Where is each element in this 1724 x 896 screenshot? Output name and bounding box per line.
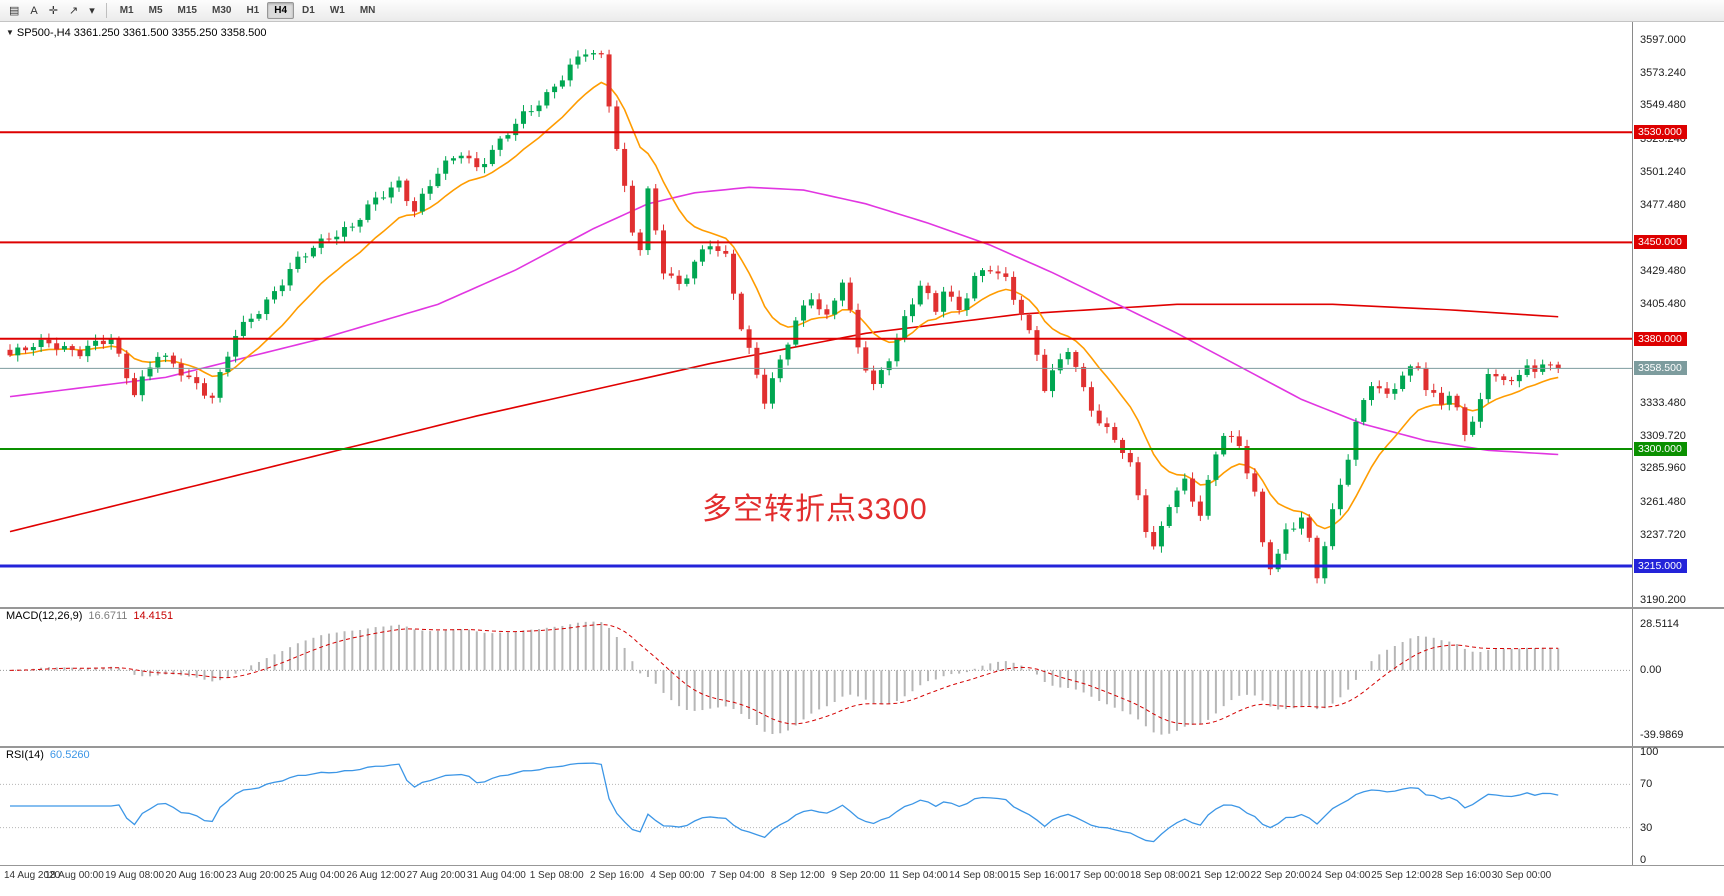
rsi-axis-label: 70 (1640, 778, 1653, 791)
time-axis-label: 4 Sep 00:00 (650, 870, 705, 881)
time-axis-label: 7 Sep 04:00 (710, 870, 765, 881)
ma-slow-line (9, 303, 1559, 533)
top-toolbar: ▤ A ✛ ↗ ▾ M1 M5 M15 M30 H1 H4 D1 W1 MN (0, 0, 1724, 22)
chart-text-annotation[interactable]: 多空转折点3300 (702, 493, 928, 526)
time-axis-label: 18 Sep 08:00 (1129, 870, 1190, 881)
toolbar-handle-icon[interactable]: ▤ (4, 1, 24, 21)
time-axis-label: 14 Aug 2020 (4, 870, 61, 881)
price-badge-3380.000: 3380.000 (1634, 331, 1687, 346)
rsi-axis-label: 30 (1640, 821, 1653, 834)
macd-histogram (16, 621, 1560, 735)
macd-panel-splitter[interactable] (0, 607, 1724, 609)
price-axis-label: 3429.480 (1640, 264, 1686, 277)
time-axis-label: 1 Sep 08:00 (529, 870, 584, 881)
time-axis-label: 11 Sep 04:00 (889, 870, 948, 881)
time-axis-label: 24 Sep 04:00 (1310, 870, 1371, 881)
time-axis-label: 26 Aug 12:00 (346, 870, 406, 881)
price-axis-label: 3190.200 (1640, 594, 1686, 607)
current-price-badge: 3358.500 (1634, 361, 1687, 376)
time-axis-label: 14 Sep 08:00 (949, 870, 1009, 881)
timeframe-button-m30[interactable]: M30 (205, 2, 238, 19)
time-axis-label: 27 Aug 20:00 (406, 870, 466, 881)
macd-axis-label: 28.5114 (1640, 617, 1679, 630)
draw-tools-icon[interactable]: ↗ (64, 1, 83, 21)
time-axis-label: 20 Aug 16:00 (165, 870, 225, 881)
timeframe-button-h4[interactable]: H4 (267, 2, 295, 19)
time-axis-label: 9 Sep 20:00 (831, 870, 886, 881)
macd-indicator-label: MACD(12,26,9) 16.6711 14.4151 (6, 610, 179, 622)
timeframe-button-h1[interactable]: H1 (239, 2, 266, 19)
rsi-axis-label: 100 (1640, 746, 1659, 758)
price-badge-3215.000: 3215.000 (1634, 559, 1687, 574)
chart-title-text: SP500-,H4 3361.250 3361.500 3355.250 335… (16, 27, 267, 39)
price-axis-border (1632, 22, 1633, 865)
rsi-panel-splitter[interactable] (0, 746, 1724, 748)
price-axis-label: 3405.480 (1640, 297, 1686, 310)
time-axis-label: 2 Sep 16:00 (590, 870, 644, 881)
time-axis-label: 25 Sep 12:00 (1371, 870, 1431, 881)
price-badge-3530.000: 3530.000 (1634, 125, 1687, 140)
ma-mid-line (9, 186, 1559, 456)
price-axis-label: 3237.720 (1640, 528, 1686, 541)
price-axis-label: 3477.480 (1640, 198, 1686, 211)
price-axis-label: 3285.960 (1640, 462, 1686, 475)
macd-axis-label: 0.00 (1640, 664, 1662, 677)
time-axis-label: 15 Sep 16:00 (1009, 870, 1069, 881)
timeframe-button-w1[interactable]: W1 (323, 2, 352, 19)
price-badge-3450.000: 3450.000 (1634, 235, 1687, 250)
text-annotation-button[interactable]: A (25, 1, 42, 21)
macd-name: MACD(12,26,9) (6, 610, 83, 622)
ma-fast-line (9, 81, 1559, 530)
time-axis-label: 30 Sep 00:00 (1491, 870, 1552, 881)
time-axis-label: 19 Aug 08:00 (105, 870, 165, 881)
time-axis-label: 22 Sep 20:00 (1250, 870, 1311, 881)
timeframe-button-d1[interactable]: D1 (295, 2, 322, 19)
toolbar-separator (105, 3, 107, 18)
rsi-indicator-label: RSI(14) 60.5260 (6, 749, 96, 761)
price-axis-label: 3501.240 (1640, 165, 1686, 178)
symbol-collapse-icon[interactable]: ▼ (6, 28, 14, 37)
rsi-axis-label: 0 (1640, 854, 1647, 866)
time-axis-label: 23 Aug 20:00 (225, 870, 285, 881)
time-axis-label: 28 Sep 16:00 (1431, 870, 1491, 881)
time-axis-label: 18 Aug 00:00 (44, 870, 104, 881)
draw-tools-caret-icon[interactable]: ▾ (84, 1, 100, 21)
macd-signal-value: 14.4151 (133, 610, 174, 622)
timeframe-button-mn[interactable]: MN (353, 2, 383, 19)
candles-layer (7, 49, 1561, 584)
macd-main-value: 16.6711 (88, 610, 128, 622)
rsi-value: 60.5260 (49, 749, 90, 761)
time-axis-label: 31 Aug 04:00 (466, 870, 526, 881)
time-axis-label: 17 Sep 00:00 (1069, 870, 1130, 881)
time-axis-label: 25 Aug 04:00 (286, 870, 345, 881)
price-axis-label: 3309.720 (1640, 429, 1686, 442)
time-axis-border (0, 865, 1724, 866)
price-axis-label: 3597.000 (1640, 33, 1686, 46)
macd-axis-label: -39.9869 (1640, 729, 1684, 742)
time-axis-label: 21 Sep 12:00 (1190, 870, 1250, 881)
rsi-line (10, 762, 1559, 843)
timeframe-button-m5[interactable]: M5 (142, 2, 170, 19)
time-axis-label: 8 Sep 12:00 (770, 870, 825, 881)
macd-signal-line (9, 623, 1559, 725)
timeframe-button-m15[interactable]: M15 (171, 2, 204, 19)
price-axis-label: 3261.480 (1640, 496, 1686, 509)
price-badge-3300.000: 3300.000 (1634, 441, 1687, 456)
price-axis-label: 3333.480 (1640, 396, 1686, 409)
price-axis-label: 3573.240 (1640, 66, 1686, 79)
timeframe-button-m1[interactable]: M1 (113, 2, 141, 19)
price-axis-label: 3549.480 (1640, 99, 1686, 112)
crosshair-tool-icon[interactable]: ✛ (44, 1, 63, 21)
rsi-name: RSI(14) (6, 749, 44, 761)
chart-title: ▼ SP500-,H4 3361.250 3361.500 3355.250 33… (6, 27, 266, 39)
